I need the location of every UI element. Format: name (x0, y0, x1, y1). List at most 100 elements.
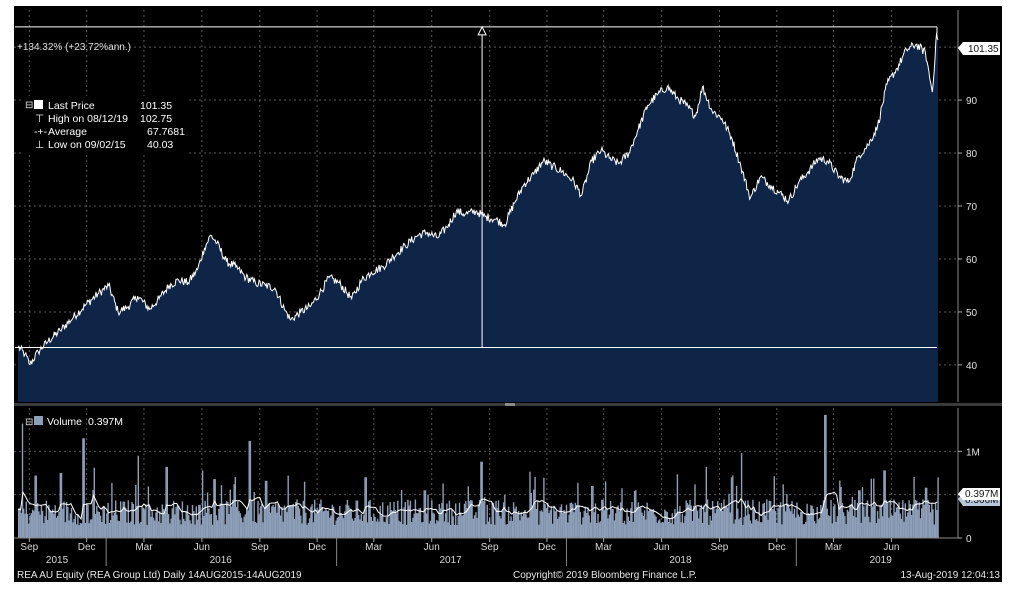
volume-legend-label: Volume (47, 416, 82, 428)
price-line (17, 32, 939, 366)
volume-bar (583, 511, 585, 538)
volume-bar (450, 524, 452, 538)
volume-bar (491, 502, 493, 538)
volume-bar (579, 511, 582, 538)
volume-bar (563, 510, 565, 538)
volume-bar (735, 486, 738, 538)
volume-bar (568, 514, 570, 538)
volume-bar (558, 516, 560, 538)
volume-bar (47, 519, 49, 538)
volume-bar (856, 502, 859, 538)
legend-low-value: 40.03 (147, 139, 173, 151)
volume-bar (476, 518, 478, 538)
volume-bar (423, 490, 425, 538)
panel-divider-handle[interactable] (505, 403, 515, 406)
volume-bar (485, 524, 487, 538)
volume-bar (235, 507, 238, 538)
volume-bar (331, 504, 333, 538)
volume-bar (539, 511, 541, 538)
volume-bar (229, 489, 231, 538)
volume-bar (280, 515, 282, 538)
volume-bar (155, 512, 157, 538)
volume-bar (162, 508, 165, 538)
volume-bar (43, 523, 45, 538)
average-marker-icon: -+- (34, 126, 48, 138)
volume-bar (324, 510, 326, 538)
legend-low-label: Low on 09/02/15 (48, 139, 126, 151)
volume-legend-collapse-icon[interactable]: ⊟ (25, 417, 33, 428)
volume-bar (720, 503, 723, 538)
footer: REA AU Equity (REA Group Ltd) Daily 14AU… (17, 570, 1000, 581)
volume-bar (693, 505, 695, 538)
volume-bar (141, 505, 143, 538)
volume-bar (281, 507, 283, 538)
volume-bar (128, 523, 131, 538)
volume-bar (681, 513, 684, 538)
volume-bar (723, 499, 725, 538)
legend-last-price-label: Last Price (48, 100, 95, 112)
volume-bar (310, 506, 312, 538)
price-last-value-label: 101.35 (968, 44, 999, 55)
volume-bar (441, 502, 443, 538)
volume-bar (26, 513, 29, 538)
volume-bar (58, 512, 60, 538)
volume-bar (549, 510, 551, 538)
volume-bar (725, 505, 728, 538)
volume-bar (102, 506, 104, 538)
volume-bar (631, 502, 633, 538)
volume-bar (107, 502, 109, 538)
volume-bar (288, 505, 291, 538)
volume-bar (93, 467, 95, 538)
volume-bar (44, 516, 46, 538)
volume-bar (555, 510, 558, 538)
volume-bar (895, 507, 898, 538)
volume-legend: ⊟ Volume 0.397M (25, 416, 123, 428)
volume-bar (224, 524, 226, 538)
volume-bar (866, 500, 869, 538)
x-axis-month-label: Sep (481, 542, 499, 553)
x-axis-year-label: 2017 (439, 555, 462, 566)
volume-bar (461, 515, 463, 538)
volume-bar (565, 504, 568, 538)
volume-average-line (17, 490, 938, 521)
volume-bar (840, 487, 842, 538)
volume-bar (694, 484, 696, 538)
volume-bar (897, 506, 899, 538)
volume-bar (433, 513, 435, 538)
volume-bar (777, 508, 779, 538)
volume-bar (589, 522, 592, 538)
volume-bar (560, 504, 563, 538)
volume-bar (393, 501, 395, 538)
volume-bar (230, 506, 233, 538)
volume-bar (785, 511, 787, 538)
x-axis-month-label: Dec (538, 542, 556, 553)
volume-bar (315, 513, 317, 538)
volume-bar (220, 485, 223, 538)
volume-bar (830, 499, 832, 538)
volume-bar (842, 512, 845, 538)
volume-bar (677, 512, 680, 538)
volume-bar (185, 510, 187, 538)
volume-bar (606, 508, 608, 538)
volume-bar (72, 522, 74, 538)
volume-bar (484, 497, 486, 538)
volume-bar (649, 508, 651, 538)
volume-bar (316, 507, 318, 538)
volume-bar (593, 512, 595, 538)
volume-bar (937, 477, 939, 538)
volume-bar (63, 501, 65, 538)
volume-bar (635, 490, 637, 538)
price-y-tick-label: 70 (966, 202, 978, 213)
volume-bar (350, 508, 352, 538)
volume-bar (203, 516, 205, 538)
volume-bar (175, 506, 177, 538)
volume-bar (361, 521, 364, 538)
volume-bar (359, 519, 361, 538)
volume-bar (499, 515, 501, 538)
volume-bar (437, 521, 439, 538)
volume-bar (763, 502, 765, 538)
legend-collapse-icon[interactable]: ⊟ (25, 100, 33, 111)
volume-bar (523, 512, 525, 538)
volume-bar (535, 508, 537, 538)
volume-bar (691, 521, 694, 538)
